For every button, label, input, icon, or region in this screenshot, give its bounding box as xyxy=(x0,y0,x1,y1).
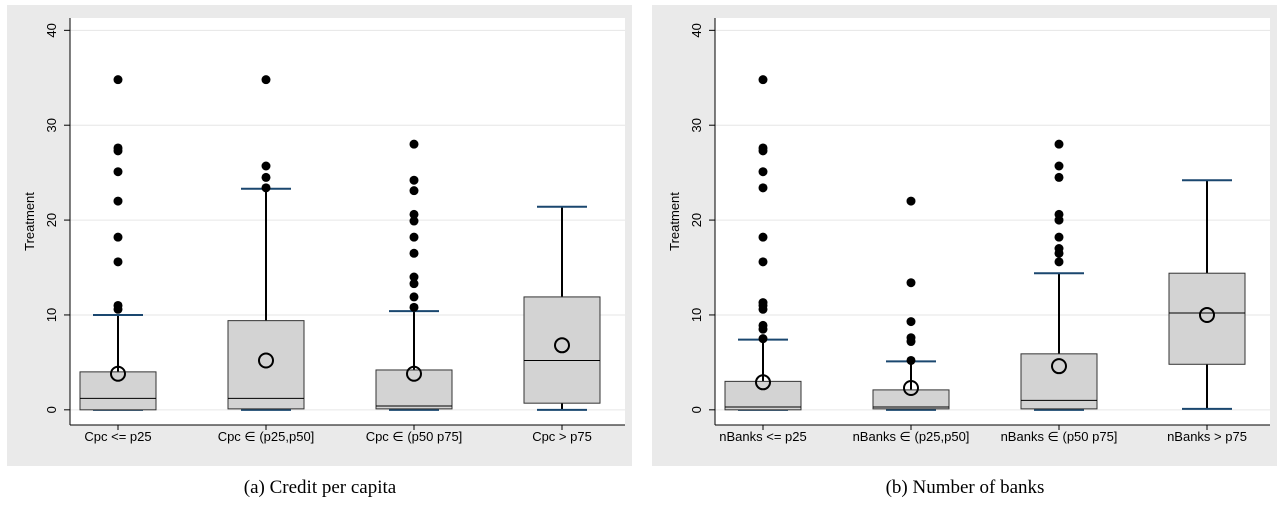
box xyxy=(79,371,157,411)
box xyxy=(523,296,601,404)
outlier xyxy=(906,337,916,347)
outlier xyxy=(906,355,916,365)
outlier xyxy=(758,232,768,242)
outlier xyxy=(409,186,419,196)
y-tick-label: 10 xyxy=(689,308,704,322)
y-tick-label: 40 xyxy=(689,23,704,37)
outlier xyxy=(409,248,419,258)
outlier xyxy=(409,175,419,185)
outlier xyxy=(1054,215,1064,225)
y-tick-label: 0 xyxy=(689,406,704,413)
outlier xyxy=(906,278,916,288)
caption: (b) Number of banks xyxy=(886,477,1045,498)
outlier xyxy=(113,257,123,267)
box xyxy=(872,389,950,410)
outlier xyxy=(261,172,271,182)
mean-marker xyxy=(110,365,126,382)
outlier xyxy=(1054,248,1064,258)
y-axis-label: Treatment xyxy=(22,192,37,251)
box xyxy=(724,380,802,411)
outlier xyxy=(409,272,419,282)
mean-marker xyxy=(1199,306,1215,323)
mean-marker xyxy=(554,337,570,354)
outlier xyxy=(261,75,271,85)
outlier xyxy=(758,75,768,85)
outlier xyxy=(409,209,419,219)
y-tick-label: 30 xyxy=(44,118,59,132)
outlier xyxy=(409,292,419,302)
outlier xyxy=(113,75,123,85)
y-axis-label: Treatment xyxy=(667,192,682,251)
x-tick-label: Cpc ∈ (p25,p50] xyxy=(218,429,315,444)
outlier xyxy=(113,146,123,156)
y-tick-label: 0 xyxy=(44,406,59,413)
mean-marker xyxy=(903,380,919,396)
outlier xyxy=(906,196,916,206)
outlier xyxy=(409,216,419,226)
outlier xyxy=(1054,257,1064,267)
x-tick-label: Cpc <= p25 xyxy=(84,429,151,444)
box xyxy=(375,369,453,410)
outlier xyxy=(758,146,768,156)
outlier xyxy=(113,304,123,314)
outlier xyxy=(906,317,916,327)
box xyxy=(1168,272,1246,365)
outlier xyxy=(261,183,271,193)
outlier xyxy=(758,304,768,314)
outlier xyxy=(758,324,768,334)
caption: (a) Credit per capita xyxy=(244,477,397,498)
y-tick-label: 20 xyxy=(689,213,704,227)
x-tick-label: nBanks > p75 xyxy=(1167,429,1247,444)
outlier xyxy=(758,167,768,177)
box xyxy=(1020,353,1098,410)
outlier xyxy=(409,279,419,289)
outlier xyxy=(113,232,123,242)
x-tick-label: Cpc ∈ (p50 p75] xyxy=(366,429,463,444)
y-tick-label: 30 xyxy=(689,118,704,132)
outlier xyxy=(758,257,768,267)
mean-marker xyxy=(406,365,422,382)
outlier xyxy=(758,334,768,344)
outlier xyxy=(1054,161,1064,171)
outlier xyxy=(758,183,768,193)
y-tick-label: 40 xyxy=(44,23,59,37)
mean-marker xyxy=(755,374,771,391)
box xyxy=(227,320,305,410)
x-tick-label: nBanks ∈ (p50 p75] xyxy=(1001,429,1118,444)
outlier xyxy=(1054,232,1064,242)
y-tick-label: 20 xyxy=(44,213,59,227)
x-tick-label: nBanks ∈ (p25,p50] xyxy=(853,429,970,444)
outlier xyxy=(113,167,123,177)
mean-marker xyxy=(1051,358,1067,375)
x-tick-label: nBanks <= p25 xyxy=(719,429,806,444)
outlier xyxy=(113,196,123,206)
outlier xyxy=(409,302,419,312)
x-tick-label: Cpc > p75 xyxy=(532,429,592,444)
outlier xyxy=(409,232,419,242)
outlier xyxy=(409,139,419,149)
outlier xyxy=(1054,139,1064,149)
mean-marker xyxy=(258,352,274,369)
outlier xyxy=(261,161,271,171)
outlier xyxy=(1054,172,1064,182)
y-tick-label: 10 xyxy=(44,308,59,322)
